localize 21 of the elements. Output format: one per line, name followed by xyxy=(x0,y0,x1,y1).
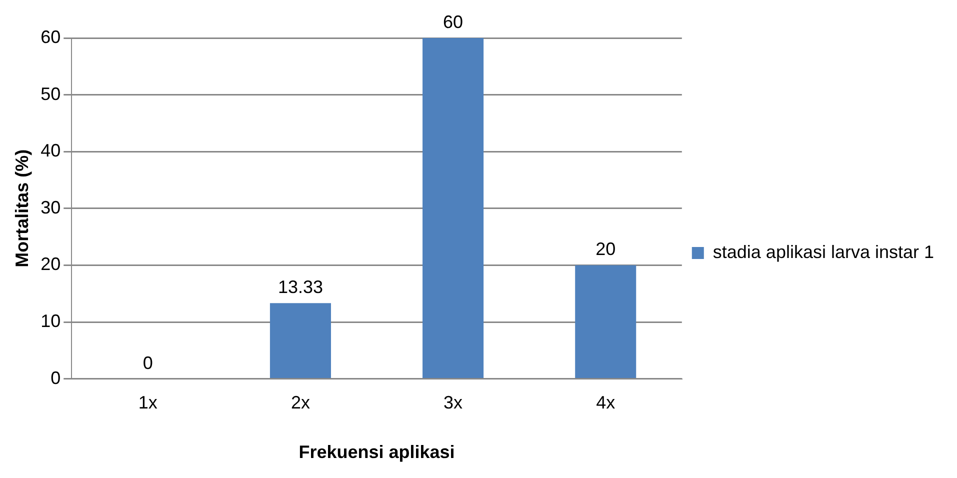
x-tick-label: 3x xyxy=(444,392,463,413)
y-tick-label: 50 xyxy=(40,84,61,104)
y-tick-label: 10 xyxy=(40,310,61,331)
y-tick-label: 0 xyxy=(50,368,61,388)
data-label: 20 xyxy=(596,239,616,260)
y-tick-label: 20 xyxy=(40,254,61,274)
y-tick-label: 30 xyxy=(40,197,61,218)
y-axis-title: Mortalitas (%) xyxy=(12,149,32,268)
data-label: 0 xyxy=(142,352,153,373)
data-label: 60 xyxy=(443,12,464,32)
bar xyxy=(575,265,636,378)
x-tick-label: 2x xyxy=(290,392,310,413)
y-tick-label: 40 xyxy=(40,140,61,161)
x-tick-label: 4x xyxy=(596,392,616,413)
x-axis-title: Frekuensi aplikasi xyxy=(298,442,455,462)
data-label: 13.33 xyxy=(278,277,323,298)
bar xyxy=(422,38,484,378)
legend-label: stadia aplikasi larva instar 1 xyxy=(712,242,934,262)
bar xyxy=(270,303,331,378)
x-tick-label: 1x xyxy=(138,392,158,413)
y-tick-label: 60 xyxy=(40,26,61,47)
